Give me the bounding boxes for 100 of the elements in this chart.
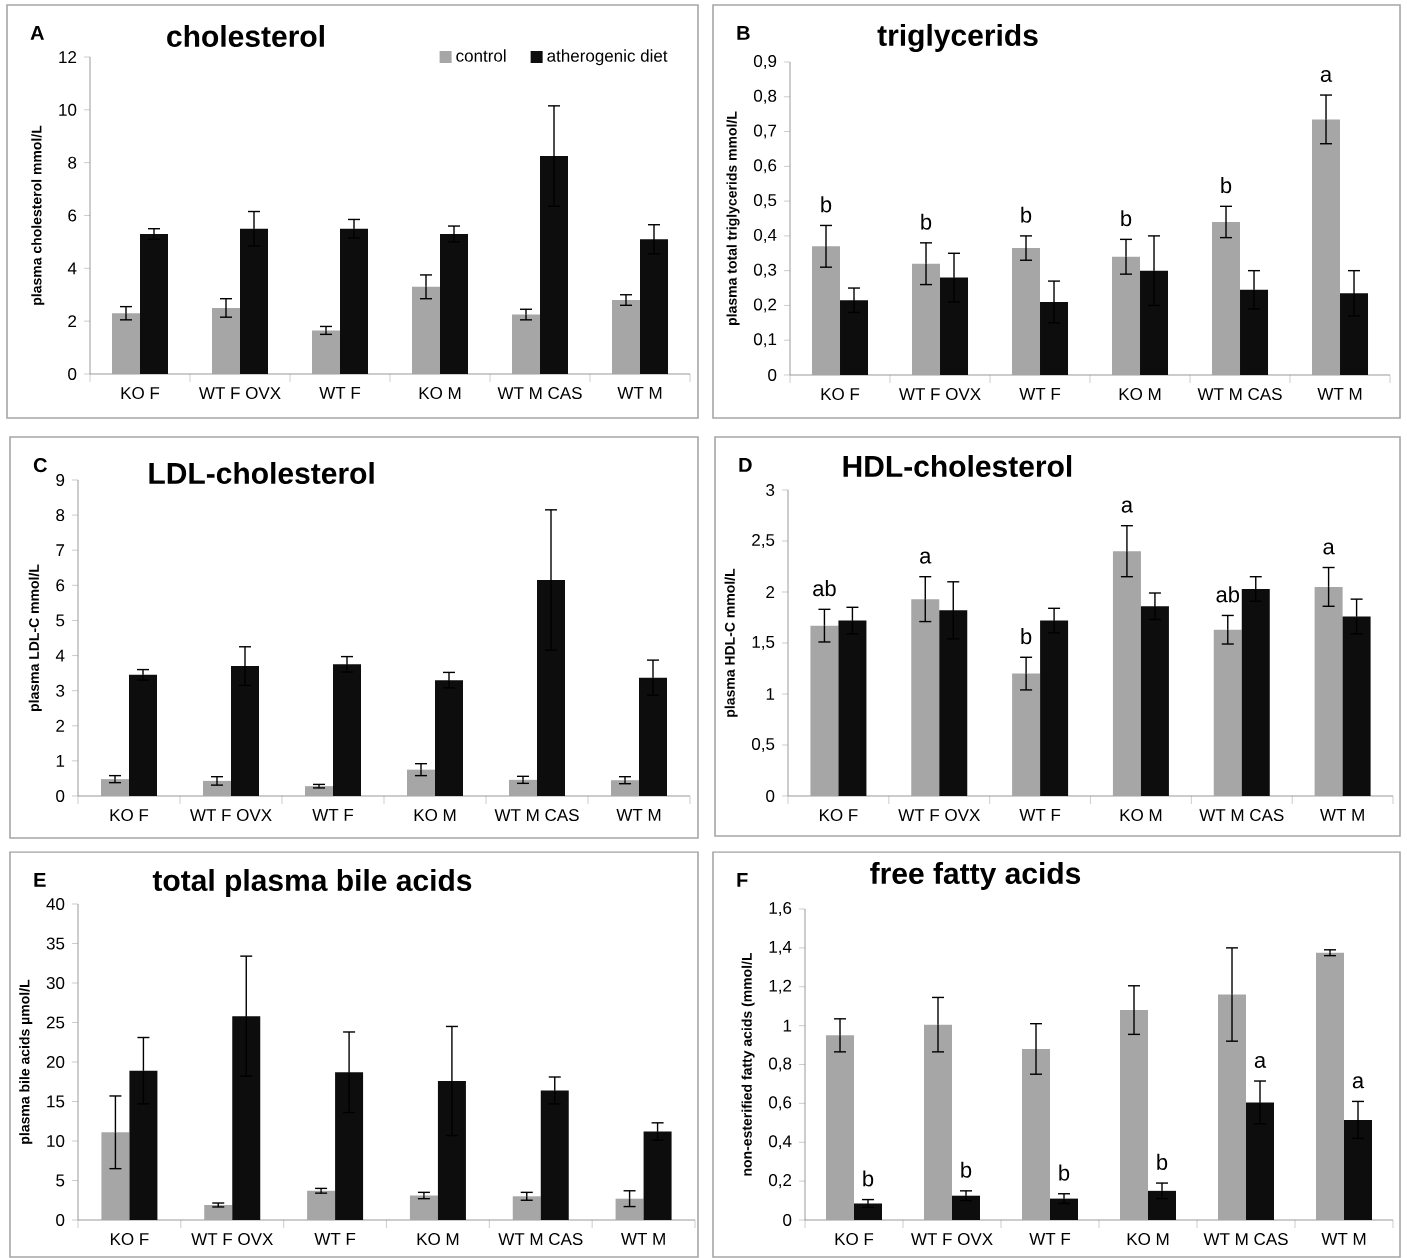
annotation: a [1320, 69, 1333, 82]
bar [1040, 620, 1069, 796]
y-tick-label: 35 [46, 937, 65, 950]
bar [1022, 1048, 1051, 1220]
text: A [30, 26, 44, 40]
x-tick-label: WT F [312, 809, 354, 821]
bar [232, 1016, 261, 1220]
annotation: b [961, 1161, 972, 1178]
x-tick-label: KO F [110, 809, 149, 822]
y-tick-label: 0,6 [753, 159, 777, 174]
y-tick-label: 15 [47, 1095, 65, 1108]
annotation: b [821, 196, 832, 213]
annotation: ab [1216, 586, 1240, 603]
y-tick-label: 0,4 [768, 1135, 792, 1150]
y-tick-label: 10 [59, 103, 77, 116]
y-tick-label: 0 [68, 367, 77, 380]
y-tick-label: 2 [766, 586, 775, 598]
bar [1218, 994, 1247, 1220]
annotation: a [1254, 1055, 1267, 1068]
bar [212, 307, 241, 374]
bar [1340, 293, 1369, 375]
x-tick-label: WT M CAS [1197, 388, 1282, 401]
y-tick-label: 1,6 [769, 901, 792, 917]
y-tick-label: 0,3 [753, 263, 777, 278]
y-tick-label: 12 [59, 51, 77, 63]
y-tick-label: 1 [56, 755, 65, 767]
bar [340, 228, 369, 374]
bar [1213, 629, 1242, 796]
x-tick-label: WT M CAS [494, 809, 579, 822]
bar [512, 1196, 541, 1220]
legend-label: control [456, 49, 506, 62]
y-tick-label: 8 [68, 156, 77, 169]
bar [1012, 673, 1041, 796]
y-tick-label: 1,4 [769, 940, 792, 955]
bar [924, 1024, 953, 1220]
bar [540, 1090, 569, 1220]
bar [1140, 270, 1169, 375]
bar [611, 780, 640, 796]
bar [112, 313, 140, 374]
chart-title: HDL-cholesterol [843, 454, 1072, 477]
bar [639, 677, 667, 796]
bar [509, 779, 538, 796]
y-tick-label: 0,5 [753, 194, 777, 209]
y-tick-label: 4 [55, 649, 65, 662]
y-tick-label: 20 [46, 1056, 65, 1069]
y-tick-label: 1 [783, 1019, 792, 1032]
x-tick-label: KO M [1127, 1233, 1169, 1246]
x-tick-label: KO F [121, 387, 160, 400]
text: C [33, 458, 47, 473]
x-tick-label: WT F [1019, 388, 1061, 400]
text: F [737, 873, 748, 887]
x-tick-label: WT M [1320, 809, 1364, 821]
y-tick-label: 0,9 [753, 55, 777, 70]
annotation: b [1157, 1153, 1168, 1171]
y-tick-label: 9 [56, 473, 65, 486]
x-tick-label: WT M CAS [1203, 1233, 1288, 1246]
text: D [739, 458, 752, 472]
annotation: b [1221, 177, 1232, 194]
x-tick-label: WT F OVX [191, 1233, 273, 1246]
bar [1312, 119, 1341, 375]
x-tick-label: KO M [419, 387, 461, 400]
x-tick-label: KO F [819, 809, 858, 822]
bar [1241, 588, 1270, 796]
x-tick-label: WT M [616, 809, 661, 821]
bar [1316, 952, 1345, 1220]
chart-title: free fatty acids [870, 862, 1081, 890]
bar [615, 1198, 644, 1220]
bar [101, 1132, 130, 1220]
x-tick-label: WT M [620, 1233, 665, 1245]
y-tick-label: 0 [56, 789, 65, 802]
bar [826, 1035, 855, 1220]
bar [129, 674, 157, 796]
bar [1148, 1190, 1177, 1220]
y-tick-label: 6 [56, 579, 65, 592]
bar [409, 1195, 438, 1220]
bar [101, 779, 130, 796]
y-tick-label: 10 [47, 1135, 65, 1148]
annotation: b [1021, 206, 1032, 223]
bar [940, 277, 969, 375]
y-tick-label: 1,5 [752, 636, 775, 650]
y-axis-title: plasma total triglycerids mmol/L [726, 111, 740, 325]
y-tick-label: 0,2 [753, 298, 777, 313]
bar [911, 599, 940, 796]
bar [140, 233, 168, 374]
bar [1050, 1198, 1079, 1220]
bar [1314, 586, 1343, 796]
chart-title: triglycerids [877, 23, 1038, 53]
bar [1246, 1102, 1275, 1220]
x-tick-label: WT F [1019, 809, 1061, 821]
bar [512, 314, 541, 374]
annotation: b [921, 213, 932, 230]
x-tick-label: WT M [1317, 388, 1362, 400]
x-tick-label: KO F [821, 388, 860, 401]
y-tick-label: 0 [768, 368, 777, 381]
y-axis-title: plasma bile acids µmol/L [19, 979, 33, 1144]
bar [1112, 256, 1141, 375]
annotation: b [863, 1170, 874, 1187]
x-tick-label: KO M [414, 809, 456, 822]
y-tick-label: 3 [766, 483, 775, 496]
y-tick-label: 0 [783, 1213, 792, 1227]
